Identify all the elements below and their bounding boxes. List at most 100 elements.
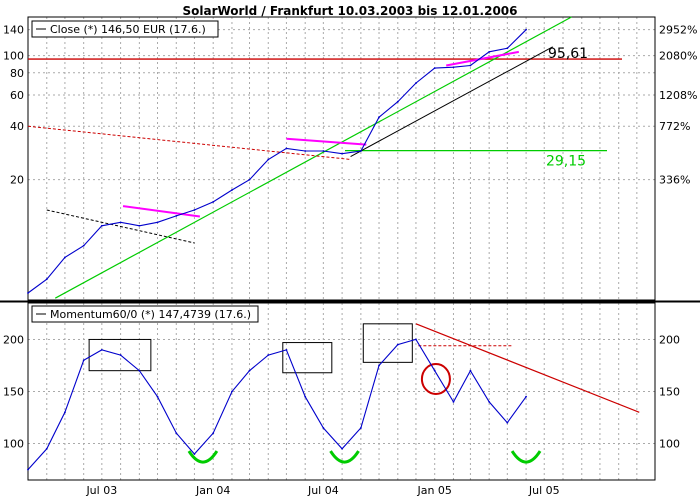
price-data-point	[100, 224, 103, 227]
grid-layer	[28, 17, 655, 480]
momentum-data-point	[415, 338, 417, 341]
magenta-line-3	[446, 50, 520, 67]
price-right-tick-label: 1208%	[659, 89, 697, 102]
momentum-data-point	[212, 432, 215, 435]
price-left-tick-label: 100	[3, 50, 24, 63]
price-series-line	[27, 29, 527, 294]
price-data-point	[231, 189, 233, 191]
magenta-line-1	[122, 205, 201, 218]
price-data-point	[452, 66, 455, 69]
momentum-panel-frame	[27, 302, 656, 481]
x-tick-label: Jan 05	[416, 484, 451, 497]
label-layer: 20 40 60 80 100 140 336% 772% 1208% 2080% 2952% 100…	[3, 20, 697, 497]
price-data-point	[156, 221, 159, 224]
momentum-left-tick-label: 150	[3, 386, 24, 399]
price-data-point	[415, 82, 417, 85]
momentum-data-point	[322, 427, 325, 429]
momentum-data-point	[156, 395, 159, 398]
momentum-data-point	[469, 369, 472, 372]
momentum-green-arc	[510, 450, 542, 464]
price-left-tick-label: 20	[10, 174, 24, 187]
price-left-tick-label: 40	[10, 120, 24, 133]
momentum-data-point	[64, 411, 66, 414]
momentum-box	[282, 342, 333, 374]
price-data-point	[138, 224, 141, 227]
momentum-data-point	[285, 348, 288, 351]
price-data-point	[341, 152, 344, 155]
price-data-point	[396, 100, 399, 103]
x-tick-label: Jul 04	[307, 484, 339, 497]
momentum-red-downtrend	[415, 323, 640, 413]
momentum-legend-box	[31, 305, 259, 323]
momentum-data-point	[488, 401, 491, 403]
momentum-right-tick-label: 100	[659, 438, 680, 451]
price-data-point	[248, 178, 251, 181]
price-data-point	[45, 278, 48, 281]
price-left-tick-label: 60	[10, 89, 24, 102]
momentum-data-point	[27, 468, 29, 471]
annotation-layer	[27, 16, 640, 464]
momentum-box	[88, 338, 152, 372]
momentum-right-tick-label: 150	[659, 386, 680, 399]
price-data-point	[175, 215, 178, 217]
black-dashed-downtrend	[46, 209, 195, 244]
price-right-tick-label: 2952%	[659, 24, 697, 37]
price-data-point	[525, 28, 527, 31]
momentum-data-point	[193, 453, 196, 455]
x-tick-label: Jul 05	[528, 484, 560, 497]
momentum-data-point	[248, 369, 251, 372]
green-trendline	[54, 16, 572, 299]
chart-title: SolarWorld / Frankfurt 10.03.2003 bis 12…	[182, 4, 517, 18]
price-panel-frame	[27, 16, 656, 301]
momentum-data-point	[231, 390, 233, 393]
price-data-point	[64, 256, 66, 259]
magenta-line-2	[286, 137, 367, 146]
red-dashed-downtrend	[27, 125, 351, 160]
axes-layer	[0, 16, 700, 481]
momentum-data-point	[341, 447, 344, 450]
momentum-data-point	[100, 348, 103, 351]
price-legend-label: Close (*) 146,50 EUR (17.6.)	[50, 23, 206, 36]
price-data-point	[359, 150, 362, 152]
momentum-data-point	[267, 354, 270, 356]
price-left-tick-label: 80	[10, 67, 24, 80]
momentum-right-tick-label: 200	[659, 333, 680, 346]
support-label: 29,15	[546, 154, 586, 170]
momentum-left-tick-label: 200	[3, 333, 24, 346]
price-data-point	[267, 158, 270, 161]
price-data-point	[27, 292, 29, 294]
momentum-data-point	[82, 359, 85, 362]
price-data-point	[378, 116, 380, 119]
x-tick-label: Jan 04	[195, 484, 230, 497]
momentum-data-point	[45, 447, 48, 450]
price-right-tick-label: 772%	[659, 120, 690, 133]
price-data-point	[469, 64, 472, 67]
momentum-data-point	[138, 369, 141, 372]
price-data-point	[506, 47, 509, 50]
momentum-series-line	[27, 338, 527, 470]
momentum-data-point	[433, 369, 436, 372]
price-legend-box	[31, 20, 219, 38]
momentum-data-point	[175, 432, 178, 435]
momentum-data-point	[452, 401, 455, 403]
price-data-point	[193, 209, 196, 211]
x-tick-label: Jul 03	[85, 484, 117, 497]
price-right-tick-label: 2080%	[659, 50, 697, 63]
momentum-legend-label: Momentum60/0 (*) 147,4739 (17.6.)	[50, 308, 251, 321]
momentum-green-arc	[329, 450, 360, 464]
momentum-left-tick-label: 100	[3, 438, 24, 451]
momentum-data-point	[119, 354, 122, 356]
price-data-point	[488, 50, 491, 53]
price-data-point	[212, 200, 215, 203]
price-data-point	[82, 244, 85, 247]
price-data-point	[285, 147, 288, 150]
price-data-point	[433, 67, 436, 70]
momentum-data-point	[359, 427, 362, 429]
price-right-tick-label: 336%	[659, 174, 690, 187]
momentum-data-point	[304, 395, 307, 398]
price-data-point	[119, 221, 122, 224]
black-trendline	[350, 46, 553, 157]
price-left-tick-label: 140	[3, 24, 24, 37]
